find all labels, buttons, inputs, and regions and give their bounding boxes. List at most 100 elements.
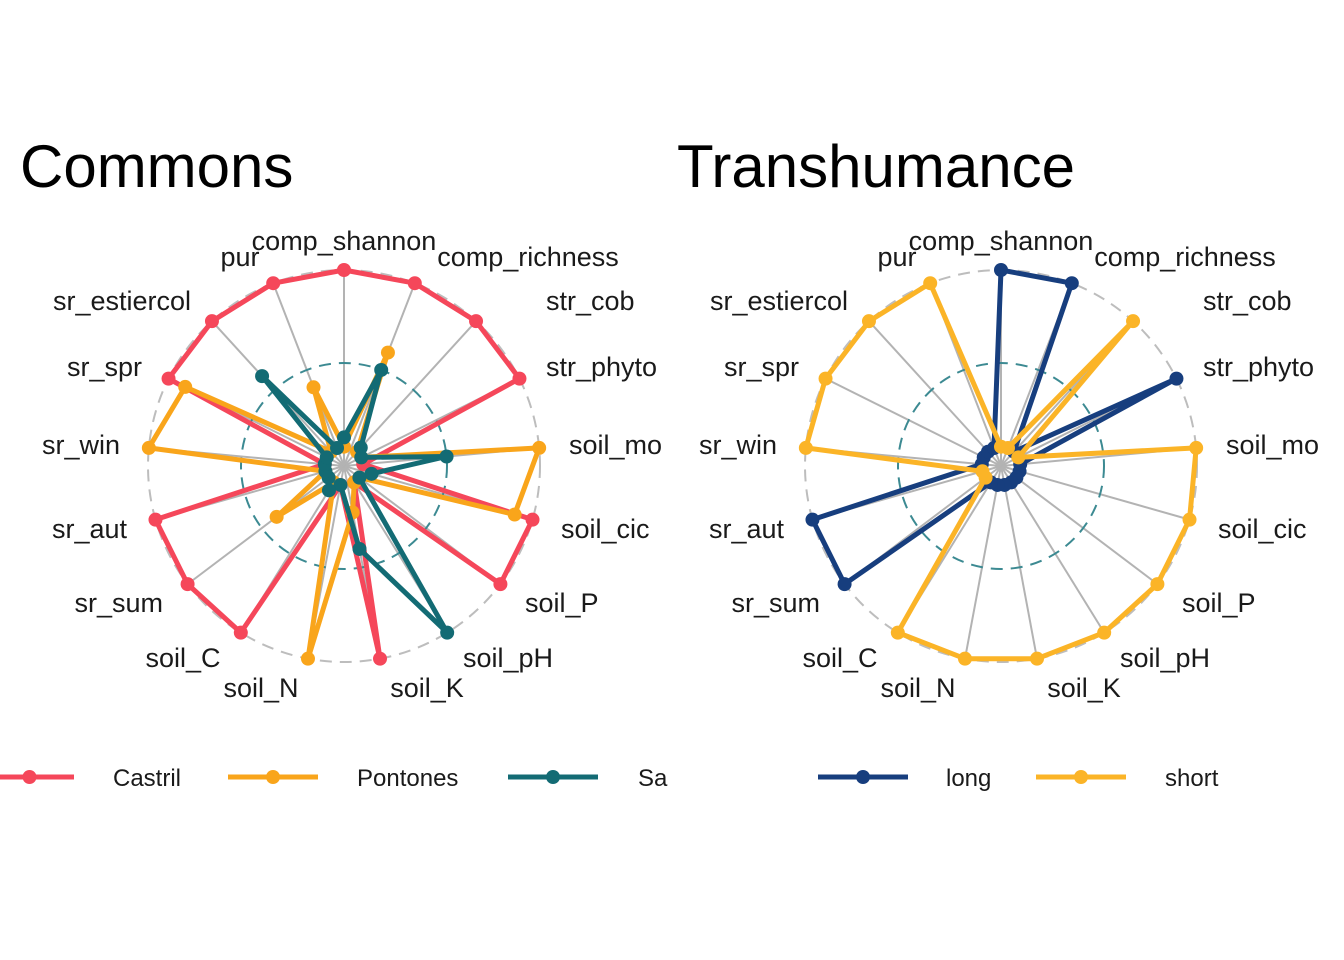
point-Castril-str_phyto	[512, 371, 527, 386]
legend-label: Sa	[638, 765, 668, 792]
axis-label-soil_P: soil_P	[525, 588, 599, 618]
axis-label-soil_C: soil_C	[802, 643, 877, 673]
transhumance-title: Transhumance	[677, 133, 1075, 200]
point-short-soil_mo	[1189, 440, 1204, 455]
axis-label-comp_richness: comp_richness	[1094, 242, 1276, 272]
point-Pontones-pur	[306, 380, 321, 395]
axis-label-sr_spr: sr_spr	[724, 352, 799, 382]
series-line-Castril	[153, 267, 535, 662]
point-short-soil_cic	[1182, 512, 1197, 527]
point-short-soil_N	[957, 651, 972, 666]
axis-label-sr_aut: sr_aut	[52, 514, 128, 544]
axis-spoke-sr_sum	[186, 465, 345, 585]
point-Pontones-comp_richness	[380, 345, 395, 360]
commons-title: Commons	[20, 133, 293, 200]
point-short-str_cob	[1126, 314, 1141, 329]
axis-label-soil_cic: soil_cic	[561, 514, 650, 544]
series-line-short	[803, 280, 1199, 662]
point-short-soil_P	[1150, 577, 1165, 592]
point-short-soil_pH	[1097, 625, 1112, 640]
axis-label-sr_sum: sr_sum	[731, 588, 820, 618]
axis-label-soil_cic: soil_cic	[1218, 514, 1307, 544]
axis-label-comp_shannon: comp_shannon	[252, 226, 437, 256]
legend-label: long	[946, 765, 991, 792]
axis-label-soil_mo: soil_mo	[569, 430, 662, 460]
point-Sa-comp_richness	[374, 362, 389, 377]
mid-grid-ring	[240, 362, 448, 570]
legend-label: short	[1165, 765, 1219, 792]
point-Sa-comp_shannon	[337, 430, 351, 445]
axis-spoke-soil_P	[1000, 465, 1159, 585]
point-Castril-sr_aut	[148, 512, 163, 527]
axis-label-str_cob: str_cob	[1203, 286, 1292, 316]
point-short-str_phyto	[1011, 450, 1026, 465]
point-Sa-sr_spr	[319, 450, 334, 465]
axis-label-str_phyto: str_phyto	[546, 352, 657, 382]
point-long-sr_sum	[837, 577, 852, 592]
point-Sa-soil_pH	[440, 625, 455, 640]
axis-label-soil_N: soil_N	[223, 673, 298, 703]
point-Castril-soil_P	[493, 577, 508, 592]
point-Castril-pur	[266, 276, 281, 291]
axis-label-soil_K: soil_K	[390, 673, 464, 703]
point-Sa-soil_N	[333, 477, 348, 492]
axis-label-sr_win: sr_win	[699, 430, 777, 460]
point-short-soil_C	[890, 625, 905, 640]
legend-item-short: short	[1036, 765, 1219, 792]
point-Sa-sr_estiercol	[255, 369, 270, 384]
point-short-comp_richness	[1000, 441, 1015, 456]
legend-item-Pontones: Pontones	[228, 765, 458, 792]
point-long-str_phyto	[1169, 371, 1184, 386]
mid-grid-ring	[897, 362, 1105, 570]
point-Pontones-soil_N	[300, 651, 315, 666]
axis-label-soil_pH: soil_pH	[463, 643, 553, 673]
axis-spoke-soil_pH	[1000, 465, 1106, 634]
point-Sa-soil_K	[352, 541, 367, 556]
legend-item-long: long	[818, 765, 991, 792]
axis-label-str_cob: str_cob	[546, 286, 635, 316]
axis-label-comp_richness: comp_richness	[437, 242, 619, 272]
point-short-soil_K	[1030, 651, 1045, 666]
axis-label-soil_P: soil_P	[1182, 588, 1256, 618]
axis-label-pur: pur	[877, 242, 916, 272]
point-Sa-soil_C	[321, 483, 336, 498]
legend-label: Pontones	[357, 765, 458, 792]
axis-spoke-pur	[272, 282, 345, 467]
axis-spoke-sr_spr	[825, 377, 1002, 467]
axis-label-soil_C: soil_C	[145, 643, 220, 673]
point-Castril-soil_C	[233, 625, 248, 640]
point-Sa-soil_mo	[439, 449, 454, 464]
axis-label-sr_estiercol: sr_estiercol	[53, 286, 191, 316]
point-Castril-soil_cic	[525, 512, 540, 527]
axis-label-sr_win: sr_win	[42, 430, 120, 460]
point-Pontones-soil_mo	[532, 440, 547, 455]
point-Castril-sr_sum	[180, 577, 195, 592]
point-Pontones-sr_win	[141, 440, 156, 455]
axis-label-pur: pur	[220, 242, 259, 272]
transhumance-panel: Transhumance comp_shannoncomp_richnessst…	[677, 133, 1319, 703]
axis-label-str_phyto: str_phyto	[1203, 352, 1314, 382]
point-Sa-str_phyto	[354, 450, 369, 465]
legend-marker	[266, 770, 280, 784]
axis-label-soil_mo: soil_mo	[1226, 430, 1319, 460]
point-long-sr_aut	[805, 512, 820, 527]
axis-label-sr_spr: sr_spr	[67, 352, 142, 382]
point-short-sr_aut	[975, 464, 990, 479]
axis-label-sr_estiercol: sr_estiercol	[710, 286, 848, 316]
legend-label: Castril	[113, 765, 181, 792]
point-long-comp_shannon	[994, 263, 1008, 277]
legend-marker	[546, 770, 560, 784]
legend-item-Castril: Castril	[0, 765, 181, 792]
legend-marker	[22, 770, 37, 784]
axis-label-sr_aut: sr_aut	[709, 514, 785, 544]
point-Castril-sr_estiercol	[204, 314, 219, 329]
axis-spoke-str_cob	[343, 320, 477, 467]
legend-marker	[1074, 770, 1088, 784]
point-Pontones-sr_spr	[178, 379, 193, 394]
axis-spoke-soil_N	[964, 465, 1002, 659]
axis-label-soil_N: soil_N	[880, 673, 955, 703]
axis-spoke-sr_estiercol	[868, 320, 1002, 467]
point-Castril-soil_K	[373, 651, 388, 666]
